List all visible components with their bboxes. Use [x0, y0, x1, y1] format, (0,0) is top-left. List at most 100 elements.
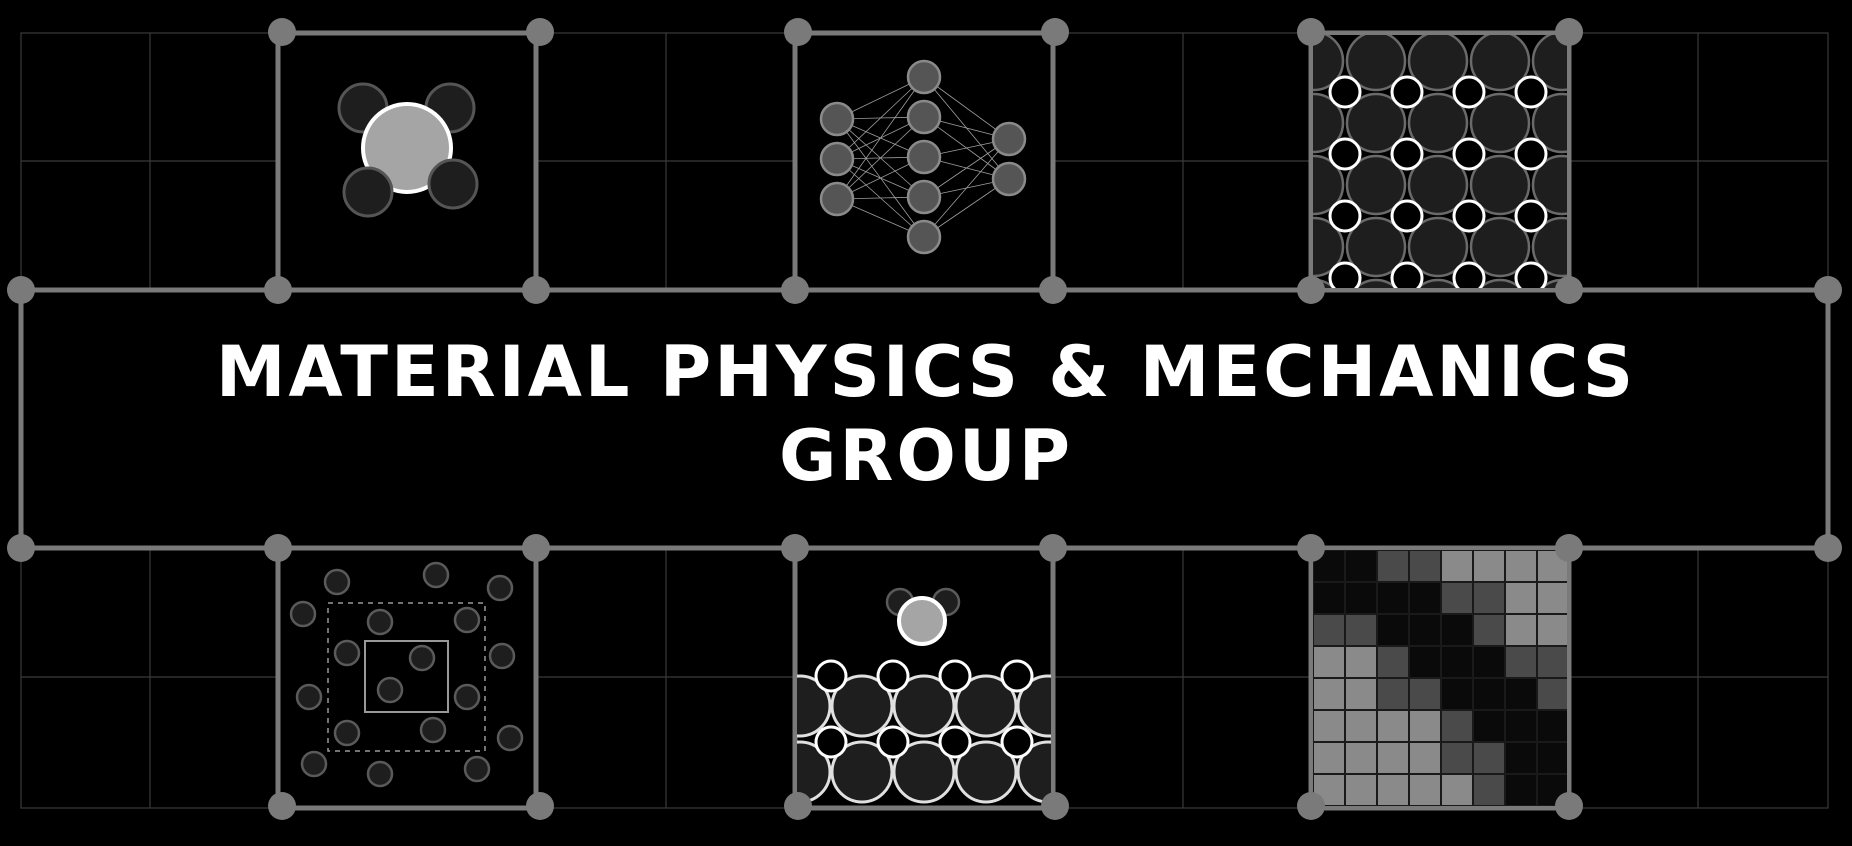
lattice-interstitial: [1390, 137, 1424, 171]
mesh-cell: [1440, 613, 1474, 647]
mesh-cell: [1472, 550, 1506, 583]
mesh-cell: [1344, 709, 1378, 743]
crystal-lattice-icon: [1313, 32, 1653, 288]
mesh-cell: [1344, 645, 1378, 679]
lattice-atom: [1345, 35, 1407, 92]
frame-nodes: [7, 18, 1842, 820]
lattice-interstitial: [1578, 139, 1608, 169]
mesh-cell: [1376, 550, 1410, 583]
surface-atom: [954, 674, 1018, 738]
mesh-cell: [1408, 613, 1442, 647]
surface-interstitial: [938, 725, 972, 759]
mesh-cell: [1440, 709, 1474, 743]
lattice-interstitial: [1578, 77, 1608, 107]
lattice-interstitial: [1452, 137, 1486, 171]
lattice-interstitial: [1328, 261, 1362, 288]
title-line-2: GROUP: [778, 415, 1073, 497]
surface-interstitial: [814, 659, 848, 693]
mesh-cell: [1536, 613, 1567, 647]
lattice-atom: [1595, 156, 1653, 214]
lattice-atom: [1478, 278, 1522, 288]
mesh-cell: [1408, 550, 1442, 583]
lattice-atom: [1531, 154, 1567, 216]
mesh-cell: [1313, 741, 1346, 775]
mesh-cell: [1344, 613, 1378, 647]
mesh-cell: [1408, 645, 1442, 679]
mesh-cell: [1376, 645, 1410, 679]
multiscale-particles-icon: [289, 561, 524, 788]
lattice-atom: [1469, 35, 1531, 92]
mesh-cell: [1313, 645, 1346, 679]
lattice-atom: [1531, 216, 1567, 278]
title-line-1: MATERIAL PHYSICS & MECHANICS: [215, 331, 1637, 413]
mesh-cell: [1536, 645, 1567, 679]
mesh-cell: [1536, 709, 1567, 743]
mesh-cell: [1344, 741, 1378, 775]
banner-frame: [18, 30, 1831, 811]
lattice-atom: [1469, 216, 1531, 278]
lattice-atom: [1469, 154, 1531, 216]
mesh-cell: [1440, 550, 1474, 583]
lattice-atom: [1313, 92, 1345, 154]
lattice-interstitial: [1328, 199, 1362, 233]
lattice-atom: [1469, 92, 1531, 154]
lattice-interstitial: [1452, 261, 1486, 288]
mesh-cell: [1472, 613, 1506, 647]
lattice-interstitial: [1514, 75, 1548, 109]
mesh-cell: [1313, 613, 1346, 647]
lattice-atom: [1595, 32, 1653, 90]
mesh-cell: [1344, 550, 1378, 583]
mesh-cell: [1472, 645, 1506, 679]
mesh-cell: [1376, 613, 1410, 647]
mesh-cell: [1408, 741, 1442, 775]
lattice-atom: [1313, 35, 1345, 92]
lattice-interstitial: [1390, 199, 1424, 233]
mesh-cell: [1504, 645, 1538, 679]
surface-interstitial: [876, 725, 910, 759]
mesh-cell: [1313, 709, 1346, 743]
lattice-atom: [1416, 278, 1460, 288]
surface-interstitial: [1000, 725, 1034, 759]
mesh-cell: [1408, 677, 1442, 711]
surface-interstitial: [938, 659, 972, 693]
mesh-cell: [1536, 677, 1567, 711]
page-title: MATERIAL PHYSICS & MECHANICS GROUP: [0, 330, 1852, 498]
mesh-cell: [1376, 709, 1410, 743]
surface-atom: [830, 740, 894, 804]
mesh-cell: [1408, 773, 1442, 806]
mesh-cell: [1376, 677, 1410, 711]
mesh-cell: [1344, 677, 1378, 711]
mesh-cell: [1408, 709, 1442, 743]
surface-interstitial: [1064, 727, 1094, 757]
lattice-atom: [1313, 216, 1345, 278]
mesh-cell: [1504, 741, 1538, 775]
lattice-atom: [1595, 218, 1653, 276]
mesh-cell: [1344, 581, 1378, 615]
lattice-atom: [1345, 216, 1407, 278]
surface-interstitial: [814, 725, 848, 759]
lattice-atom: [1354, 278, 1398, 288]
mesh-cell: [1472, 709, 1506, 743]
mesh-cell: [1536, 581, 1567, 615]
mesh-cell: [1440, 581, 1474, 615]
molecule-icon: [337, 82, 479, 218]
lattice-atom: [1313, 154, 1345, 216]
lattice-atom: [1407, 154, 1469, 216]
lattice-interstitial: [1578, 201, 1608, 231]
mesh-cell: [1504, 709, 1538, 743]
mesh-cell: [1376, 773, 1410, 806]
surface-atom: [892, 740, 956, 804]
mesh-cell: [1440, 645, 1474, 679]
mesh-cell: [1504, 773, 1538, 806]
surface-atom: [954, 740, 1018, 804]
mesh-cell: [1440, 741, 1474, 775]
lattice-interstitial: [1328, 75, 1362, 109]
lattice-atom: [1407, 92, 1469, 154]
mesh-cell: [1504, 581, 1538, 615]
adaptive-mesh-icon: [1313, 550, 1567, 806]
lattice-atom: [1531, 35, 1567, 92]
mesh-cell: [1313, 581, 1346, 615]
mesh-cell: [1472, 773, 1506, 806]
mesh-cell: [1376, 581, 1410, 615]
